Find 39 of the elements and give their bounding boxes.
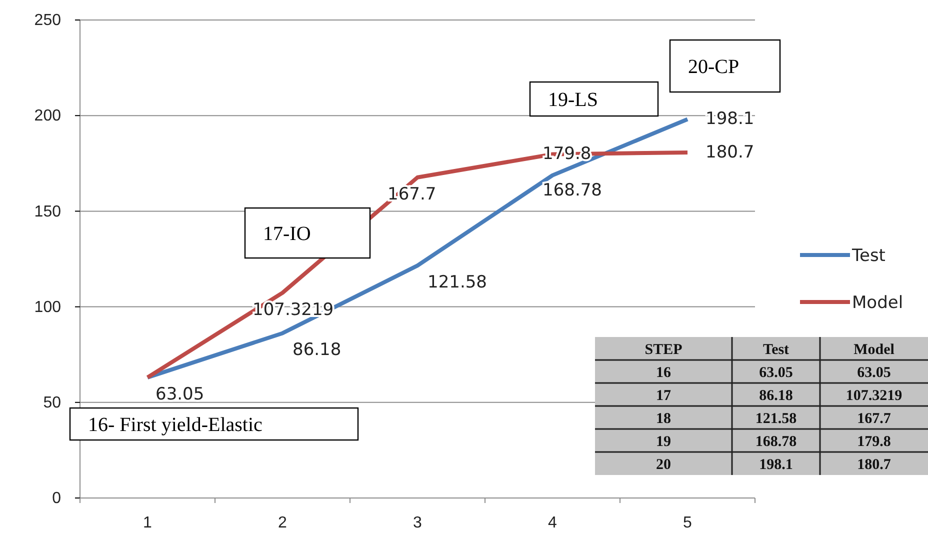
data-label: 63.05 [857, 365, 891, 381]
annotation: 17-IO [263, 223, 311, 245]
y-tick-label: 16 [656, 365, 672, 381]
y-tick-label: 18 [656, 411, 671, 427]
data-label: 167.7 [857, 411, 892, 427]
data-label: 121.58 [755, 411, 797, 427]
data-label: 121.58 [428, 272, 487, 293]
legend-label: Model [852, 293, 904, 313]
y-tick-label: 250 [34, 12, 62, 30]
data-label: 179.8 [857, 434, 891, 450]
data-label: 63.05 [759, 365, 793, 381]
y-tick-label: 200 [34, 108, 62, 125]
data-label: 198.1 [759, 457, 793, 473]
y-tick-label: 17 [656, 388, 672, 404]
x-tick-label: 3 [413, 514, 422, 532]
x-tick-label: 4 [548, 514, 558, 532]
x-tick-label: 2 [278, 514, 288, 532]
data-label: 168.78 [755, 434, 797, 450]
x-tick-label: 5 [683, 514, 692, 532]
y-tick-label: 0 [52, 490, 62, 508]
data-label: 180.7 [857, 457, 892, 473]
data-label: 86.18 [759, 388, 793, 404]
data-label: 86.18 [292, 340, 342, 360]
y-tick-label: 50 [43, 394, 62, 412]
data-label: 198.1 [706, 109, 754, 130]
y-tick-label: 19 [656, 434, 671, 450]
data-label: 107.3219 [846, 388, 902, 404]
legend-label: Test [851, 246, 886, 266]
data-label: 63.05 [156, 384, 204, 404]
annotation: 16- First yield-Elastic [88, 414, 263, 436]
annotation: 20-CP [688, 56, 740, 78]
data-label: 180.7 [706, 142, 754, 162]
y-axis-title: STEP [644, 342, 682, 358]
y-tick-label: 100 [34, 298, 62, 316]
annotation: 19-LS [548, 89, 598, 111]
data-label: 168.78 [542, 180, 602, 200]
y-tick-label: 150 [34, 203, 62, 220]
x-tick-label: 1 [143, 514, 152, 532]
y-tick-label: 20 [656, 457, 671, 473]
